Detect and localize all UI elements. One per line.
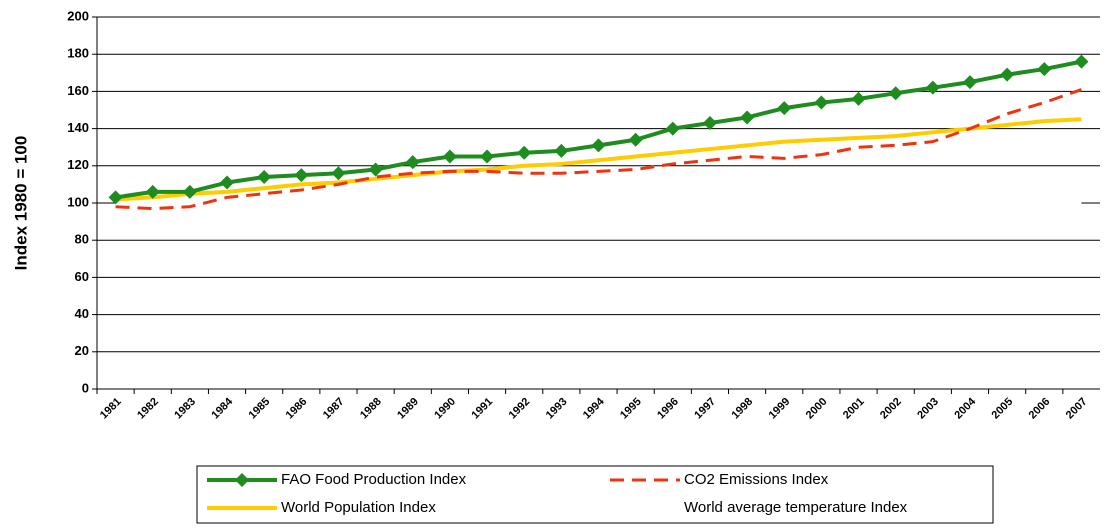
marker xyxy=(257,169,272,184)
marker xyxy=(814,95,829,110)
series-line xyxy=(115,117,1082,202)
marker xyxy=(108,190,123,205)
y-tick-label: 20 xyxy=(75,343,89,358)
y-tick-label: 80 xyxy=(75,232,89,247)
x-tick-label: 1992 xyxy=(507,396,533,422)
legend-label: CO2 Emissions Index xyxy=(684,471,829,488)
marker xyxy=(1037,62,1052,77)
marker xyxy=(368,162,383,177)
y-tick-label: 40 xyxy=(75,306,89,321)
y-axis-label: Index 1980 = 100 xyxy=(11,136,30,271)
marker xyxy=(554,143,569,158)
marker xyxy=(331,166,346,181)
marker xyxy=(591,138,606,153)
x-tick-label: 1989 xyxy=(395,396,421,422)
x-tick-label: 2000 xyxy=(804,396,830,422)
marker xyxy=(628,132,643,147)
x-tick-label: 1991 xyxy=(469,396,495,422)
x-tick-label: 1981 xyxy=(98,396,124,422)
marker xyxy=(665,121,680,136)
y-tick-label: 140 xyxy=(67,120,89,135)
y-tick-label: 100 xyxy=(67,194,89,209)
x-tick-label: 1990 xyxy=(432,396,458,422)
x-tick-label: 1993 xyxy=(544,396,570,422)
marker xyxy=(182,184,197,199)
x-tick-label: 1999 xyxy=(767,396,793,422)
legend-label: FAO Food Production Index xyxy=(281,471,467,488)
legend-marker xyxy=(235,473,249,487)
marker xyxy=(962,75,977,90)
y-tick-label: 200 xyxy=(67,8,89,23)
x-tick-label: 2004 xyxy=(952,395,978,421)
x-tick-label: 1984 xyxy=(209,395,235,421)
marker xyxy=(851,91,866,106)
x-tick-label: 1983 xyxy=(172,396,198,422)
marker xyxy=(145,184,160,199)
x-tick-label: 2003 xyxy=(915,396,941,422)
y-tick-label: 0 xyxy=(82,380,89,395)
x-tick-label: 1985 xyxy=(247,396,273,422)
marker xyxy=(702,116,717,131)
x-tick-label: 2005 xyxy=(990,396,1016,422)
marker xyxy=(517,145,532,160)
x-tick-label: 1995 xyxy=(618,396,644,422)
x-tick-label: 2007 xyxy=(1064,396,1090,422)
y-tick-label: 60 xyxy=(75,269,89,284)
marker xyxy=(1074,54,1089,69)
marker xyxy=(1000,67,1015,82)
marker xyxy=(480,149,495,164)
y-tick-label: 180 xyxy=(67,46,89,61)
x-tick-label: 1987 xyxy=(321,396,347,422)
x-tick-label: 1982 xyxy=(135,396,161,422)
legend-label: World average temperature Index xyxy=(684,499,908,516)
marker xyxy=(888,86,903,101)
series-line xyxy=(115,88,1082,211)
x-tick-label: 1988 xyxy=(358,396,384,422)
marker xyxy=(740,110,755,125)
marker xyxy=(405,155,420,170)
x-tick-label: 2002 xyxy=(878,396,904,422)
x-tick-label: 1998 xyxy=(729,396,755,422)
marker xyxy=(442,149,457,164)
x-tick-label: 1997 xyxy=(692,396,718,422)
marker xyxy=(777,101,792,116)
x-tick-label: 1994 xyxy=(581,395,607,421)
marker xyxy=(220,175,235,190)
marker xyxy=(925,80,940,95)
legend-box xyxy=(196,465,994,524)
x-tick-label: 2006 xyxy=(1027,396,1053,422)
x-tick-label: 1986 xyxy=(284,396,310,422)
x-tick-label: 1996 xyxy=(655,396,681,422)
marker xyxy=(294,168,309,183)
y-tick-label: 160 xyxy=(67,83,89,98)
legend-label: World Population Index xyxy=(281,499,436,516)
y-tick-label: 120 xyxy=(67,157,89,172)
x-tick-label: 2001 xyxy=(841,396,867,422)
